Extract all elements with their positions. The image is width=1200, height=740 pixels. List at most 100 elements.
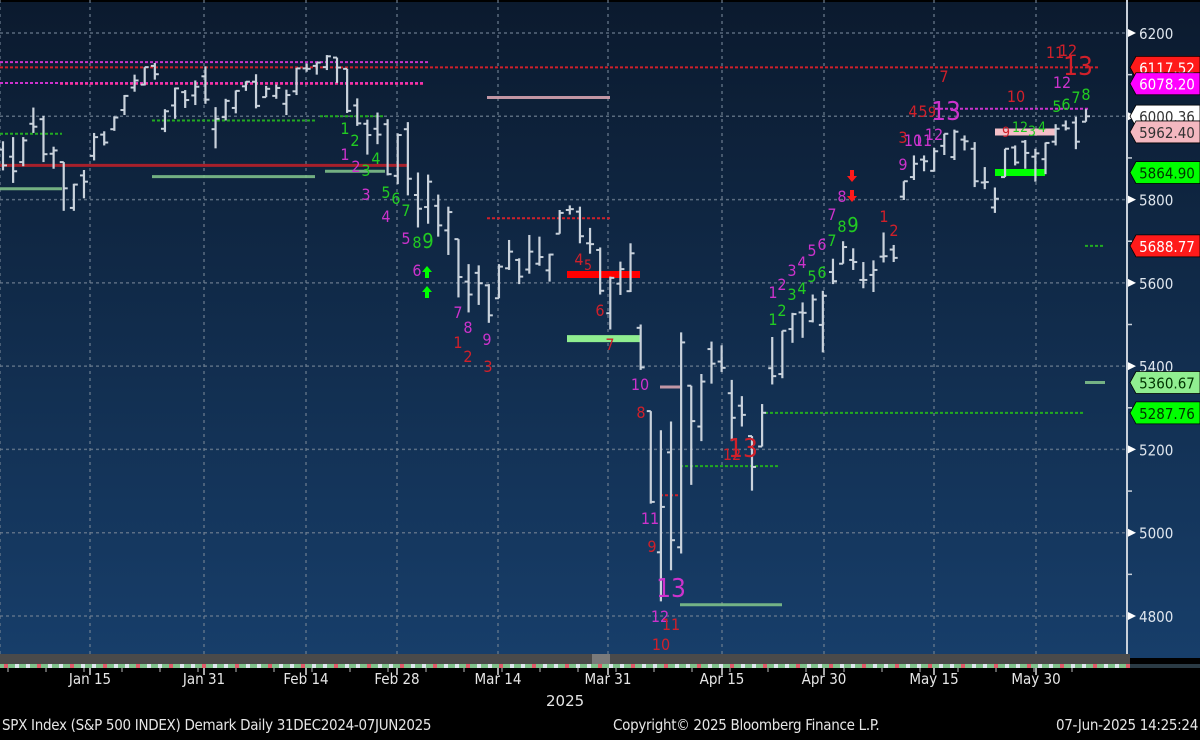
demark-count: 8 bbox=[412, 233, 421, 252]
ohlc-bar bbox=[889, 244, 898, 263]
ohlc-bar bbox=[393, 133, 402, 185]
x-axis-year-label: 2025 bbox=[546, 692, 585, 710]
ohlc-bar bbox=[413, 172, 422, 228]
demark-levels bbox=[0, 61, 1105, 607]
demark-count: 2 bbox=[889, 221, 898, 240]
demark-count: 11 bbox=[641, 509, 659, 528]
demark-count: 13 bbox=[1063, 52, 1093, 82]
demark-count: 5 bbox=[401, 229, 410, 248]
demark-count: 12 bbox=[1053, 73, 1071, 92]
scrollbar-track[interactable] bbox=[0, 654, 1130, 664]
demark-count: 7 bbox=[827, 205, 836, 224]
ohlc-bar bbox=[808, 294, 817, 323]
demark-count: 4 bbox=[1038, 120, 1046, 136]
demark-count: 9 bbox=[422, 229, 433, 253]
ohlc-bar bbox=[869, 260, 878, 293]
x-tick-label: Jan 15 bbox=[68, 670, 111, 688]
scrollbar-thumb[interactable] bbox=[592, 654, 610, 664]
demark-count: 6 bbox=[595, 301, 604, 320]
ohlc-bar bbox=[29, 107, 38, 133]
demark-count: 12 bbox=[723, 445, 741, 464]
ohlc-bar bbox=[656, 430, 665, 602]
ohlc-bar bbox=[363, 119, 372, 155]
ohlc-bar bbox=[383, 119, 392, 176]
x-tick-label: May 30 bbox=[1011, 670, 1060, 688]
ohlc-bar bbox=[221, 98, 230, 121]
y-tick-label: 4800 bbox=[1139, 608, 1173, 626]
ohlc-bar bbox=[90, 132, 99, 161]
ohlc-bar bbox=[606, 276, 615, 330]
x-tick-label: Apr 15 bbox=[700, 670, 745, 688]
arrow-down-icon bbox=[847, 170, 857, 182]
ohlc-bar bbox=[181, 90, 190, 108]
demark-count: 10 bbox=[1007, 87, 1025, 106]
ohlc-bar bbox=[818, 290, 827, 353]
demark-count: 7 bbox=[605, 335, 614, 354]
ohlc-bar bbox=[1021, 140, 1030, 169]
ohlc-bar bbox=[1071, 116, 1080, 150]
ohlc-bar bbox=[636, 324, 645, 370]
demark-count: 1 bbox=[768, 310, 777, 329]
ohlc-bar bbox=[59, 161, 68, 211]
ohlc-bar bbox=[1031, 148, 1040, 182]
demark-count: 2 bbox=[777, 301, 786, 320]
ohlc-bar bbox=[646, 410, 655, 504]
ohlc-bar bbox=[1001, 147, 1010, 179]
arrow-down-icon bbox=[847, 190, 857, 202]
ohlc-bar bbox=[758, 404, 767, 448]
ohlc-bar bbox=[839, 241, 848, 265]
demark-count: 6 bbox=[391, 189, 400, 208]
ohlc-bar bbox=[667, 421, 676, 571]
ohlc-bar bbox=[120, 94, 129, 116]
ohlc-bar bbox=[262, 85, 271, 99]
demark-count: 3 bbox=[483, 357, 492, 376]
demark-count: 5 bbox=[807, 267, 816, 286]
ohlc-bar bbox=[707, 341, 716, 384]
ohlc-bar bbox=[150, 62, 159, 80]
ohlc-bar bbox=[333, 56, 342, 83]
ohlc-bar bbox=[687, 384, 696, 485]
ohlc-bar bbox=[454, 238, 463, 298]
ohlc-bar bbox=[272, 84, 281, 99]
demark-count: 3 bbox=[787, 261, 796, 280]
ohlc-bar bbox=[849, 248, 858, 270]
ohlc-bar bbox=[19, 137, 28, 167]
ohlc-bar bbox=[505, 239, 514, 270]
demark-count: 10 bbox=[631, 375, 649, 394]
x-tick-label: Apr 30 bbox=[802, 670, 847, 688]
ohlc-bar bbox=[1082, 109, 1090, 123]
demark-count: 8 bbox=[463, 318, 472, 337]
demark-count: 4 bbox=[797, 279, 806, 298]
ohlc-bar bbox=[970, 142, 979, 188]
demark-count: 12 bbox=[925, 125, 943, 144]
demark-count: 9 bbox=[1002, 125, 1010, 141]
demark-count: 4 bbox=[381, 207, 390, 226]
ohlc-bar bbox=[616, 261, 625, 295]
svg-text:5962.40: 5962.40 bbox=[1139, 124, 1195, 142]
demark-count: 1 bbox=[453, 333, 462, 352]
copyright-footer: Copyright© 2025 Bloomberg Finance L.P. bbox=[613, 716, 880, 734]
signal-arrows bbox=[422, 170, 857, 298]
ohlc-bar bbox=[292, 67, 301, 96]
x-tick-label: Mar 31 bbox=[585, 670, 632, 688]
demark-count: 9 bbox=[898, 155, 907, 174]
x-tick-label: Jan 31 bbox=[182, 670, 225, 688]
demark-count: 5 bbox=[381, 183, 390, 202]
demark-count: 7 bbox=[1071, 88, 1080, 107]
ohlc-bar bbox=[990, 187, 999, 213]
demark-count: 11 bbox=[1046, 43, 1064, 62]
demark-count: 2 bbox=[351, 157, 360, 176]
demark-count: 4 bbox=[574, 250, 583, 269]
price-label: 5360.67 bbox=[1129, 371, 1200, 394]
ohlc-bar bbox=[950, 129, 959, 161]
ohlc-bar bbox=[1061, 120, 1070, 131]
demark-count: 6 bbox=[817, 263, 826, 282]
ohlc-bar bbox=[484, 284, 493, 323]
y-tick-label: 5800 bbox=[1139, 192, 1173, 210]
ohlc-bar bbox=[9, 137, 18, 183]
ohlc-bar bbox=[545, 253, 554, 282]
demark-count: 3 bbox=[361, 161, 370, 180]
ohlc-bar bbox=[575, 206, 584, 244]
